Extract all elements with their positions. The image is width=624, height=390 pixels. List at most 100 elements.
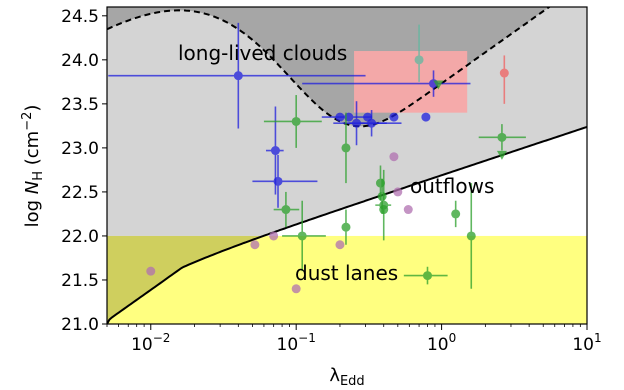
- point-marker: [341, 222, 351, 232]
- x-tick-label: 101: [572, 331, 601, 355]
- data-point-blue-0-8: [389, 112, 399, 122]
- dark-grey-region: [107, 7, 550, 127]
- x-axis-symbol: λ: [329, 365, 340, 386]
- data-point-green-1-0: [263, 95, 322, 148]
- x-tick-exponent: −2: [153, 331, 171, 345]
- data-point-blue-0-2: [252, 154, 318, 208]
- data-point-purple-3-6: [393, 187, 403, 197]
- data-point-purple-3-3: [291, 284, 301, 294]
- data-point-green-1-11: [478, 124, 526, 151]
- data-point-green-1-10: [466, 183, 476, 289]
- red-box-region: [354, 51, 468, 113]
- dust-lanes-label: dust lanes: [295, 261, 398, 285]
- data-point-blue-0-7: [348, 110, 402, 137]
- y-tick-label: 21.0: [61, 315, 99, 335]
- point-marker: [377, 191, 387, 201]
- data-point-teal-5-0: [414, 24, 424, 82]
- point-marker: [421, 112, 431, 122]
- data-point-green-1-8: [379, 205, 389, 215]
- x-tick-exponent: 0: [449, 331, 457, 345]
- point-marker: [273, 176, 283, 186]
- y-tick-label: 23.0: [61, 139, 99, 159]
- data-point-green-1-3: [341, 112, 351, 184]
- triangle-marker: [433, 80, 444, 90]
- x-tick-label: 10−2: [131, 331, 170, 355]
- point-marker: [367, 118, 377, 128]
- point-marker: [270, 146, 280, 156]
- x-axis: 10−2 10−1 100 101: [106, 324, 602, 355]
- x-tick-label: 10−1: [277, 331, 316, 355]
- data-point-purple-3-5: [389, 152, 399, 162]
- long-lived-clouds-label: long-lived clouds: [178, 41, 347, 65]
- data-points: [108, 22, 526, 294]
- y-axis-var: N: [22, 181, 43, 194]
- boundary-curves: [107, 7, 587, 324]
- x-tick-base: 10: [131, 335, 153, 355]
- point-marker: [281, 205, 291, 215]
- point-marker: [403, 205, 413, 215]
- point-marker: [389, 152, 399, 162]
- point-marker: [389, 112, 399, 122]
- y-tick-label: 24.5: [61, 7, 99, 27]
- point-marker: [291, 116, 301, 126]
- data-point-red-4-0: [499, 55, 509, 104]
- solid-boundary-line: [107, 125, 587, 324]
- point-marker: [379, 205, 389, 215]
- data-point-green-1-9: [451, 200, 461, 228]
- y-axis-subscript: H: [31, 171, 46, 181]
- x-axis-label: λEdd: [329, 365, 364, 389]
- x-tick-exponent: −1: [298, 331, 316, 345]
- y-axis-unit: (cm: [22, 131, 43, 171]
- y-tick-label: 23.5: [61, 95, 99, 115]
- data-point-purple-3-7: [403, 205, 413, 215]
- y-axis-close: ): [22, 105, 43, 112]
- y-axis-exponent: −2: [20, 112, 35, 131]
- y-tick-label: 22.0: [61, 227, 99, 247]
- data-point-green-1-1: [273, 191, 300, 228]
- dashed-boundary-curve: [107, 7, 551, 128]
- y-axis-label: log NH (cm−2): [20, 105, 46, 228]
- point-marker: [146, 266, 156, 276]
- y-tick-label: 24.0: [61, 51, 99, 71]
- point-marker: [499, 68, 509, 78]
- y-axis: 21.0 21.5 22.0 22.5 23.0 23.5 24.0 24.5: [61, 7, 107, 335]
- data-point-blue-0-0: [108, 22, 366, 129]
- point-marker: [341, 143, 351, 153]
- plot-frame: [106, 6, 588, 325]
- x-axis-subscript: Edd: [340, 374, 365, 389]
- region-layer: [107, 7, 587, 324]
- data-point-green-2-0: [433, 80, 444, 90]
- y-axis-log: log: [22, 194, 43, 227]
- point-marker: [393, 187, 403, 197]
- point-marker: [297, 231, 307, 241]
- data-point-blue-0-9: [421, 112, 431, 122]
- point-marker: [335, 240, 345, 250]
- y-tick-label: 21.5: [61, 271, 99, 291]
- data-point-purple-3-0: [146, 266, 156, 276]
- point-marker: [451, 209, 461, 219]
- data-point-green-1-2: [282, 200, 326, 272]
- point-marker: [291, 284, 301, 294]
- outflows-label: outflows: [410, 174, 494, 198]
- point-marker: [250, 240, 260, 250]
- x-tick-base: 10: [277, 335, 299, 355]
- point-marker: [233, 71, 243, 81]
- data-point-purple-3-4: [335, 240, 345, 250]
- triangle-marker: [496, 150, 507, 160]
- x-tick-label: 100: [427, 331, 456, 355]
- data-point-purple-3-2: [269, 231, 279, 241]
- x-tick-exponent: 1: [594, 331, 602, 345]
- overlap-region: [107, 235, 266, 324]
- point-marker: [466, 231, 476, 241]
- data-point-green-2-1: [496, 150, 507, 160]
- point-marker: [497, 132, 507, 142]
- point-marker: [269, 231, 279, 241]
- y-tick-label: 22.5: [61, 183, 99, 203]
- x-tick-base: 10: [427, 335, 449, 355]
- data-point-purple-3-1: [250, 240, 260, 250]
- data-point-green-1-4: [341, 209, 351, 245]
- data-point-green-1-12: [403, 266, 448, 285]
- point-marker: [422, 271, 432, 281]
- x-tick-base: 10: [572, 335, 594, 355]
